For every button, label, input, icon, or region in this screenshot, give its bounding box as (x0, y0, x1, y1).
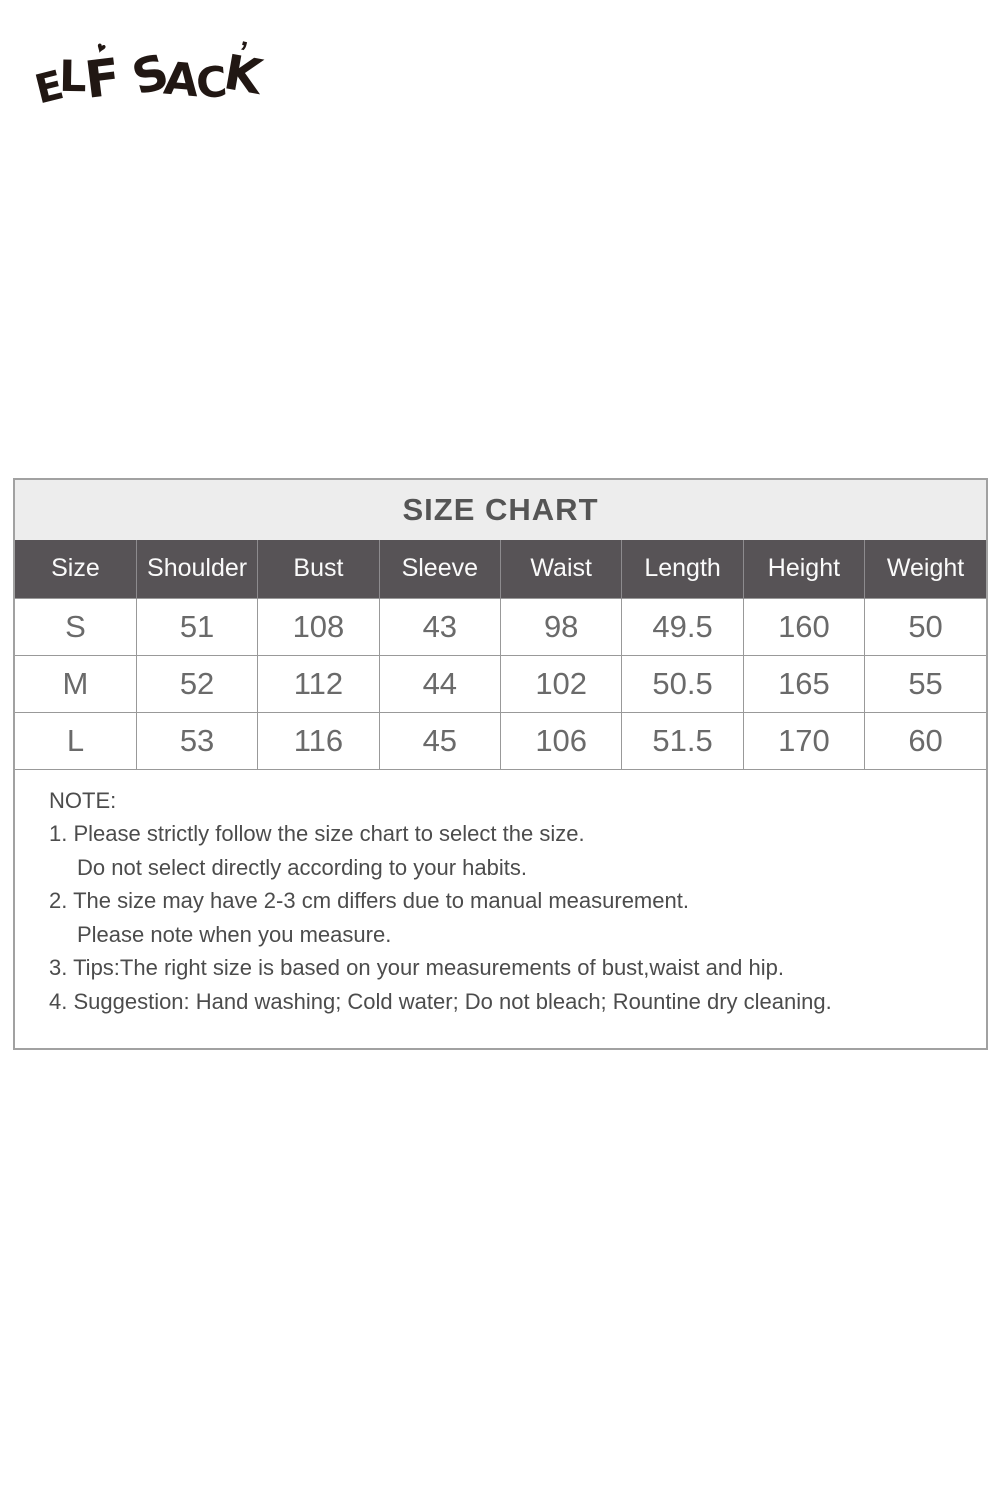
column-header-length: Length (621, 540, 744, 598)
cell-bust: 108 (257, 597, 380, 656)
cell-height: 160 (742, 597, 866, 656)
cell-height: 165 (742, 654, 866, 713)
cell-shoulder: 53 (135, 711, 259, 770)
cell-length: 51.5 (621, 711, 744, 770)
note-line-4: 4. Suggestion: Hand washing; Cold water;… (49, 988, 832, 1014)
cell-bust: 116 (257, 711, 380, 770)
cell-sleeve: 44 (378, 654, 502, 713)
cell-shoulder: 51 (135, 597, 259, 656)
cell-length: 50.5 (621, 654, 744, 713)
note-line-3: 3. Tips:The right size is based on your … (49, 955, 784, 980)
cell-sleeve: 45 (378, 711, 502, 770)
note-line-2b: Please note when you measure. (77, 921, 392, 947)
column-header-shoulder: Shoulder (135, 540, 258, 598)
column-header-height: Height (742, 540, 865, 598)
note-line-1: 1. Please strictly follow the size chart… (49, 821, 585, 846)
header-row: Size Shoulder Bust Sleeve Waist Length H… (15, 540, 986, 598)
cell-size: M (15, 654, 137, 713)
cell-length: 49.5 (621, 597, 744, 656)
logo-letter: F (81, 48, 124, 111)
column-header-bust: Bust (257, 540, 380, 598)
column-header-weight: Weight (864, 540, 986, 598)
size-chart-table: Size Shoulder Bust Sleeve Waist Length H… (15, 540, 986, 770)
cell-shoulder: 52 (135, 654, 259, 713)
cell-size: S (15, 597, 137, 656)
note-line-2: 2. The size may have 2-3 cm differs due … (49, 888, 689, 913)
cell-bust: 112 (257, 654, 380, 713)
cell-waist: 98 (499, 597, 623, 656)
note-line-1b: Do not select directly according to your… (77, 854, 528, 880)
table-row-size-m: M 52 112 44 102 50.5 165 55 (15, 654, 986, 713)
table-row-size-s: S 51 108 43 98 49.5 160 50 (15, 597, 986, 656)
column-header-waist: Waist (499, 540, 622, 598)
column-header-sleeve: Sleeve (378, 540, 501, 598)
cell-waist: 102 (499, 654, 623, 713)
brand-logo: ♥ ’ ELFSACK (31, 35, 267, 124)
size-chart-panel: SIZE CHART Size Shoulder Bust Sleeve Wai… (13, 478, 988, 1050)
size-chart-title-band: SIZE CHART (15, 480, 986, 540)
column-header-size: Size (15, 540, 137, 598)
cell-waist: 106 (499, 711, 623, 770)
cell-height: 170 (742, 711, 866, 770)
cell-sleeve: 43 (378, 597, 502, 656)
notes-section: NOTE: 1. Please strictly follow the size… (15, 770, 986, 1019)
cell-weight: 55 (864, 654, 986, 713)
note-heading: NOTE: (49, 787, 117, 813)
cell-weight: 50 (864, 597, 986, 656)
cell-size: L (15, 711, 137, 770)
cell-weight: 60 (864, 711, 986, 770)
size-chart-title: SIZE CHART (402, 492, 599, 527)
logo-letter: K (219, 44, 267, 106)
table-row-size-l: L 53 116 45 106 51.5 170 60 (15, 711, 986, 770)
